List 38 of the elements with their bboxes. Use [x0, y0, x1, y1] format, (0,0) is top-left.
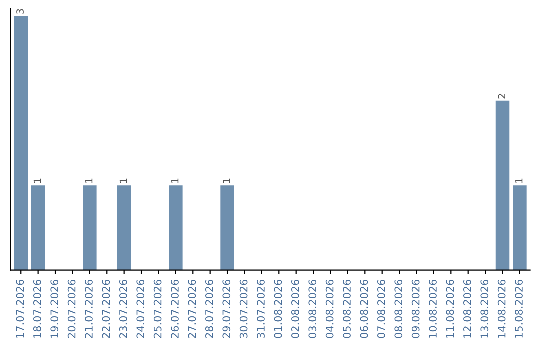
- data-label: 1: [172, 178, 179, 184]
- x-tick-label: 18.07.2026: [33, 280, 42, 338]
- x-tick-label: 08.08.2026: [394, 280, 403, 338]
- x-tick-label: 23.07.2026: [119, 280, 128, 338]
- x-tick-label: 14.08.2026: [498, 280, 506, 338]
- data-label: 1: [120, 178, 128, 184]
- data-label: 2: [498, 94, 506, 99]
- x-tick-label: 19.07.2026: [50, 280, 59, 338]
- data-label: 1: [223, 178, 230, 184]
- x-tick-label: 31.07.2026: [257, 280, 265, 338]
- x-tick-label: 12.08.2026: [464, 280, 472, 338]
- x-tick-label: 05.08.2026: [343, 280, 351, 338]
- x-tick-label: 10.08.2026: [429, 280, 437, 338]
- data-label: 1: [34, 178, 42, 184]
- x-tick-label: 29.07.2026: [222, 280, 231, 338]
- x-tick-label: 15.08.2026: [515, 280, 523, 338]
- x-tick-label: 07.08.2026: [377, 280, 386, 338]
- x-tick-label: 11.08.2026: [446, 280, 454, 338]
- x-tick-label: 28.07.2026: [205, 280, 214, 338]
- x-tick-label: 30.07.2026: [240, 280, 248, 338]
- data-label: 3: [16, 9, 24, 14]
- x-tick-label: 24.07.2026: [136, 280, 145, 338]
- x-tick-label: 06.08.2026: [360, 280, 368, 338]
- x-tick-label: 17.07.2026: [16, 280, 24, 338]
- x-tick-label: 13.08.2026: [480, 280, 489, 338]
- data-label: 1: [86, 178, 93, 184]
- x-tick-label: 04.08.2026: [326, 280, 334, 338]
- x-tick-label: 26.07.2026: [171, 280, 179, 338]
- x-tick-label: 02.08.2026: [291, 280, 300, 338]
- x-tick-label: 25.07.2026: [154, 280, 162, 338]
- x-tick-label: 03.08.2026: [308, 280, 317, 338]
- x-tick-label: 20.07.2026: [68, 280, 76, 338]
- x-tick-label: 01.08.2026: [274, 280, 282, 338]
- x-tick-label: 27.07.2026: [188, 280, 196, 338]
- x-tick-label: 09.08.2026: [412, 280, 420, 338]
- x-tick-label: 21.07.2026: [85, 280, 93, 338]
- data-label: 1: [516, 178, 523, 184]
- x-tick-label: 22.07.2026: [102, 280, 110, 338]
